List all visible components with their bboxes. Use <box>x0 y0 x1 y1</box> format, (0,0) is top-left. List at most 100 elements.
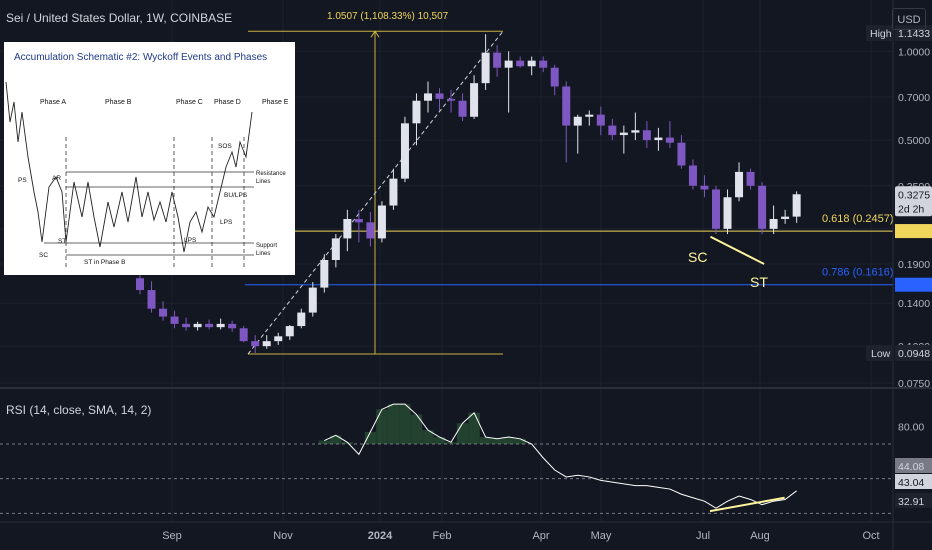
candle-body <box>262 341 271 347</box>
candle-body <box>792 194 801 217</box>
sc-st-line <box>710 235 765 265</box>
price-tick: 0.1900 <box>898 259 930 271</box>
svg-text:PS: PS <box>18 177 27 184</box>
high-value: 1.1433 <box>898 28 930 40</box>
candle-body <box>412 100 421 124</box>
svg-text:SC: SC <box>39 252 48 259</box>
candle-body <box>642 130 651 141</box>
svg-text:SOS: SOS <box>218 143 232 150</box>
svg-text:BU/LPS: BU/LPS <box>224 192 248 199</box>
candle-body <box>539 60 548 68</box>
candle-body <box>251 341 260 347</box>
candle-body <box>677 142 686 166</box>
high-label: High <box>870 28 892 40</box>
candle-body <box>193 323 202 328</box>
candle-body <box>147 290 156 309</box>
candle-body <box>712 189 720 229</box>
svg-text:ST: ST <box>58 238 66 245</box>
candle-body <box>274 336 283 342</box>
candle-body <box>343 218 352 239</box>
candle-body <box>136 278 144 291</box>
candle-body <box>182 323 191 328</box>
wy-phase-b: Phase B <box>105 99 132 106</box>
rsi-overbought-fill <box>318 404 526 444</box>
rsi-pane <box>0 403 893 514</box>
candle-body <box>781 216 790 219</box>
wy-levels <box>44 171 254 256</box>
svg-text:Resistance: Resistance <box>256 171 286 177</box>
low-tag <box>866 345 893 362</box>
sc-label: SC <box>688 249 707 265</box>
candle-body <box>585 114 594 117</box>
rsi-line <box>324 403 797 509</box>
time-tick: Jul <box>696 530 710 542</box>
svg-text:Lines: Lines <box>256 251 270 257</box>
candle-body <box>285 326 294 337</box>
price-tick: 0.7000 <box>898 92 930 104</box>
candle-body <box>159 308 168 317</box>
candle-body <box>688 165 697 186</box>
candle-body <box>447 98 456 101</box>
candle-body <box>366 222 375 239</box>
candle-body <box>308 287 317 313</box>
candle-body <box>562 86 571 126</box>
candle-body <box>527 60 536 67</box>
rsi-value: 43.04 <box>898 477 924 489</box>
rsi-tick: 80.00 <box>898 422 924 434</box>
low-value: 0.0948 <box>898 348 930 360</box>
time-tick: Oct <box>862 530 879 542</box>
wy-phase-a: Phase A <box>40 99 66 106</box>
low-value-tag <box>895 345 932 362</box>
svg-text:LPS: LPS <box>220 219 233 226</box>
time-tick: Nov <box>273 530 293 542</box>
wyckoff-schematic-image: Accumulation Schematic #2: Wyckoff Event… <box>4 42 295 275</box>
wy-price-path <box>5 81 253 253</box>
rsi-value-tag <box>895 458 932 473</box>
current-price-tag <box>895 186 932 217</box>
candle-body <box>470 83 479 117</box>
time-tick: Aug <box>750 530 770 542</box>
candle-body <box>493 52 502 68</box>
fib-label: 0.618 (0.2457) <box>822 213 894 225</box>
high-tag <box>866 25 893 42</box>
time-tick: Sep <box>162 530 182 542</box>
candle-body <box>389 178 398 206</box>
candle-body <box>239 328 248 342</box>
st-label: ST <box>750 274 768 290</box>
price-tick: 0.0750 <box>898 378 930 390</box>
candle-body <box>297 312 306 327</box>
time-tick: Apr <box>532 530 549 542</box>
wy-phase-e: Phase E <box>262 99 289 106</box>
candle-body <box>758 185 767 229</box>
rsi-value-tag <box>895 474 932 489</box>
candle-body <box>516 60 525 67</box>
candle-body <box>205 323 214 328</box>
time-axis: Sep Nov 2024 Feb Apr May Jul Aug Oct <box>0 521 932 542</box>
candle-body <box>665 137 674 143</box>
candle-body <box>354 218 363 223</box>
measure-arrow <box>370 30 380 38</box>
wy-phase-d: Phase D <box>214 99 241 106</box>
measure-diagonal <box>247 30 504 355</box>
svg-text:Lines: Lines <box>256 179 270 185</box>
time-tick: 2024 <box>368 530 393 542</box>
rsi-value: 32.91 <box>898 496 924 508</box>
rsi-value-tag <box>895 493 932 508</box>
candle-body <box>481 52 490 84</box>
candle-body <box>400 123 409 179</box>
wyckoff-title: Accumulation Schematic #2: Wyckoff Event… <box>14 52 267 63</box>
measure-tool: 1.0507 (1,108.33%) 10,507 <box>247 11 504 355</box>
rsi-divergence-line <box>709 496 785 513</box>
candle-body <box>746 171 755 186</box>
time-tick: May <box>591 530 612 542</box>
candle-body <box>619 132 628 136</box>
fib618-tag <box>895 224 932 239</box>
candle-body <box>573 116 582 126</box>
price-tick: 0.5000 <box>898 135 930 147</box>
candle-body <box>424 93 432 101</box>
svg-text:ST in Phase B: ST in Phase B <box>84 259 125 266</box>
candle-body <box>170 316 179 324</box>
candle-body <box>550 67 559 87</box>
candle-body <box>700 185 709 190</box>
currency-button[interactable]: USD <box>892 8 926 30</box>
